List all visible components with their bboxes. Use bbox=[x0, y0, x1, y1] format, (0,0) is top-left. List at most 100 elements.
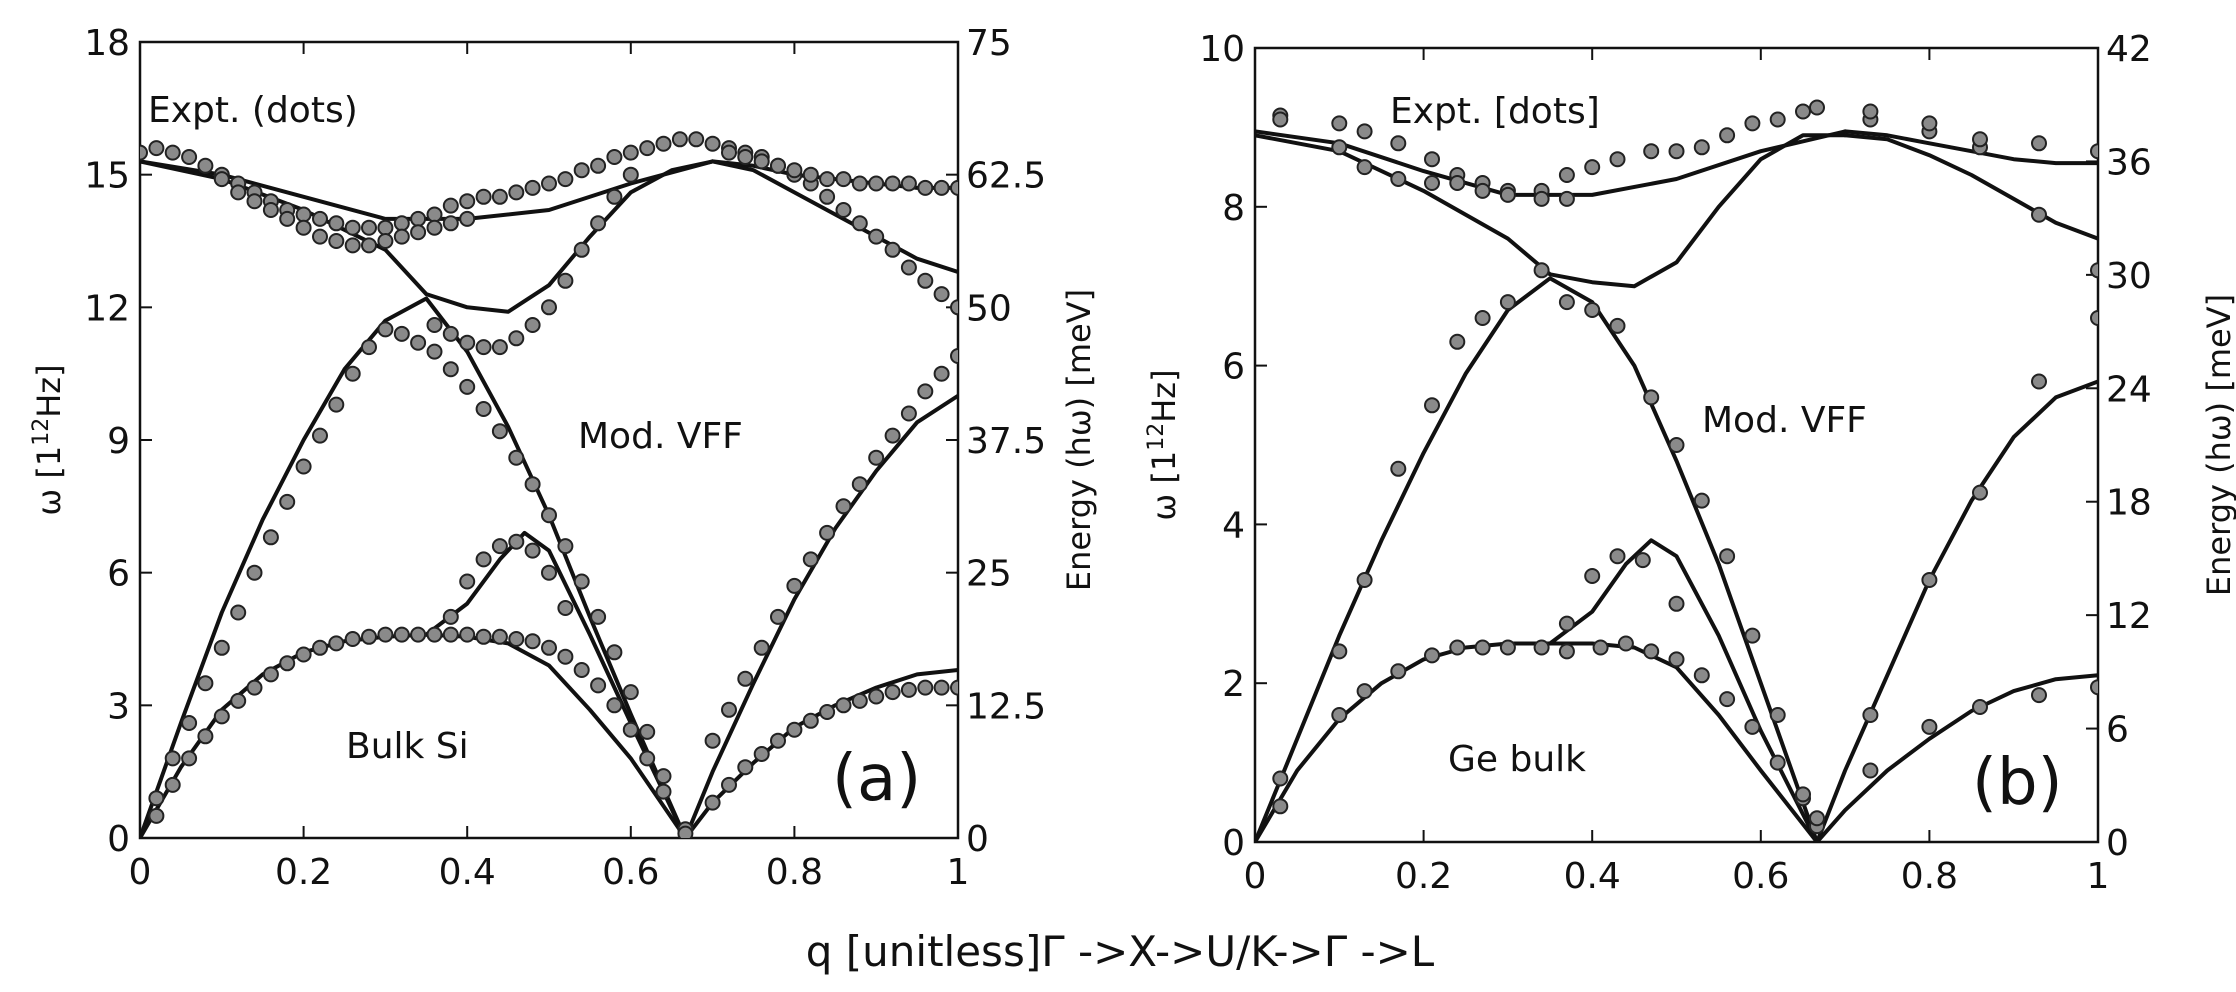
expt-dot bbox=[459, 573, 476, 590]
expt-dot bbox=[312, 228, 328, 245]
expt-dot bbox=[377, 219, 394, 236]
y-tick-label: 9 bbox=[107, 421, 130, 462]
expt-dot bbox=[1474, 182, 1491, 199]
expt-dot bbox=[312, 427, 328, 444]
expt-dot bbox=[475, 401, 492, 417]
y-right-tick-label: 18 bbox=[2106, 483, 2152, 524]
expt-dot bbox=[950, 348, 958, 364]
expt-dot bbox=[377, 321, 394, 338]
y-tick-label: 18 bbox=[84, 23, 130, 64]
expt-dot bbox=[573, 241, 590, 258]
expt-dot bbox=[819, 704, 836, 720]
expt-dot bbox=[312, 210, 328, 227]
expt-dot bbox=[606, 697, 623, 714]
y-tick-label: 2 bbox=[1222, 664, 1245, 705]
y-right-tick-label: 0 bbox=[966, 819, 989, 860]
expt-dot bbox=[677, 825, 694, 838]
expt-dot bbox=[933, 179, 950, 196]
expt-dot bbox=[1617, 635, 1634, 652]
expt-dot bbox=[1693, 492, 1710, 509]
expt-dot bbox=[1668, 651, 1685, 668]
x-tick-label: 0.2 bbox=[1395, 856, 1452, 897]
expt-dot bbox=[1558, 615, 1575, 632]
expt-dot bbox=[524, 542, 541, 559]
expt-dot bbox=[1719, 691, 1736, 708]
expt-dot bbox=[442, 215, 459, 232]
expt-dot bbox=[508, 330, 525, 347]
expt-dot bbox=[950, 679, 958, 696]
model-curve bbox=[1815, 379, 2098, 842]
expt-dot bbox=[1558, 294, 1575, 311]
x-tick-label: 0.6 bbox=[1732, 856, 1789, 897]
expt-dot bbox=[1972, 484, 1988, 501]
expt-dot bbox=[737, 670, 754, 687]
expt-dot bbox=[1795, 786, 1811, 803]
expt-dot bbox=[1769, 754, 1786, 771]
y-right-tick-label: 6 bbox=[2106, 710, 2129, 751]
expt-dot bbox=[295, 219, 312, 236]
expt-dot bbox=[1390, 171, 1407, 187]
expt-dot bbox=[835, 697, 852, 714]
expt-dot bbox=[393, 215, 410, 232]
expt-dot bbox=[262, 529, 279, 546]
expt-dot bbox=[459, 334, 476, 351]
expt-dot bbox=[770, 157, 786, 174]
expt-dot bbox=[246, 679, 263, 696]
expt-dot bbox=[557, 171, 574, 188]
expt-dot bbox=[328, 233, 345, 249]
expt-dot bbox=[573, 573, 590, 590]
expt-dot bbox=[639, 723, 656, 740]
model-curve bbox=[140, 296, 688, 838]
y-tick-label: 0 bbox=[107, 819, 130, 860]
expt-dot bbox=[1609, 548, 1626, 565]
expt-dot bbox=[557, 648, 574, 665]
x-tick-label: 0.2 bbox=[275, 852, 332, 893]
expt-dot bbox=[1331, 115, 1348, 132]
y-right-tick-label: 24 bbox=[2106, 369, 2152, 410]
expt-dot bbox=[328, 396, 345, 413]
expt-dot bbox=[933, 286, 950, 303]
expt-dot bbox=[917, 383, 934, 400]
expt-dot bbox=[819, 188, 836, 205]
expt-dot bbox=[459, 626, 476, 643]
y-right-axis-label: Energy (hω) [meV] bbox=[2200, 294, 2236, 596]
expt-dot bbox=[442, 325, 459, 342]
expt-dot bbox=[884, 241, 901, 258]
expt-dot bbox=[1668, 143, 1685, 160]
expt-dot bbox=[819, 524, 836, 541]
expt-dot bbox=[770, 608, 786, 625]
expt-dot bbox=[442, 361, 459, 378]
expt-dot bbox=[262, 666, 279, 683]
expt-dot bbox=[344, 365, 361, 382]
expt-dot bbox=[426, 343, 443, 360]
expt-dot bbox=[181, 750, 198, 767]
expt-dot bbox=[590, 608, 607, 625]
expt-dot bbox=[884, 684, 901, 701]
expt-dot bbox=[197, 675, 214, 692]
expt-dot bbox=[377, 233, 394, 249]
expt-dot bbox=[1499, 639, 1516, 656]
expt-dot bbox=[148, 140, 165, 157]
expt-dot bbox=[606, 644, 623, 661]
expt-dot bbox=[950, 179, 958, 196]
expt-dot bbox=[213, 639, 230, 656]
expt-dot bbox=[541, 175, 557, 192]
expt-dot bbox=[361, 237, 377, 254]
expt-dot bbox=[704, 732, 721, 749]
expt-dot bbox=[491, 628, 508, 645]
panel-label: (a) bbox=[832, 742, 921, 816]
expt-dot bbox=[1356, 683, 1373, 700]
expt-dot bbox=[442, 608, 459, 625]
expt-dot bbox=[590, 215, 607, 232]
expt-dot bbox=[1558, 167, 1575, 183]
expt-dot bbox=[491, 188, 508, 205]
panel-label: (b) bbox=[1972, 746, 2063, 820]
expt-dot bbox=[1390, 663, 1407, 680]
expt-dot bbox=[508, 631, 525, 647]
plot-frame bbox=[1253, 46, 2100, 844]
expt-dot bbox=[1862, 707, 1879, 723]
expt-dot bbox=[410, 224, 427, 241]
y-tick-label: 10 bbox=[1199, 29, 1245, 70]
expt-dot bbox=[1390, 460, 1407, 477]
expt-dot bbox=[1921, 718, 1938, 735]
